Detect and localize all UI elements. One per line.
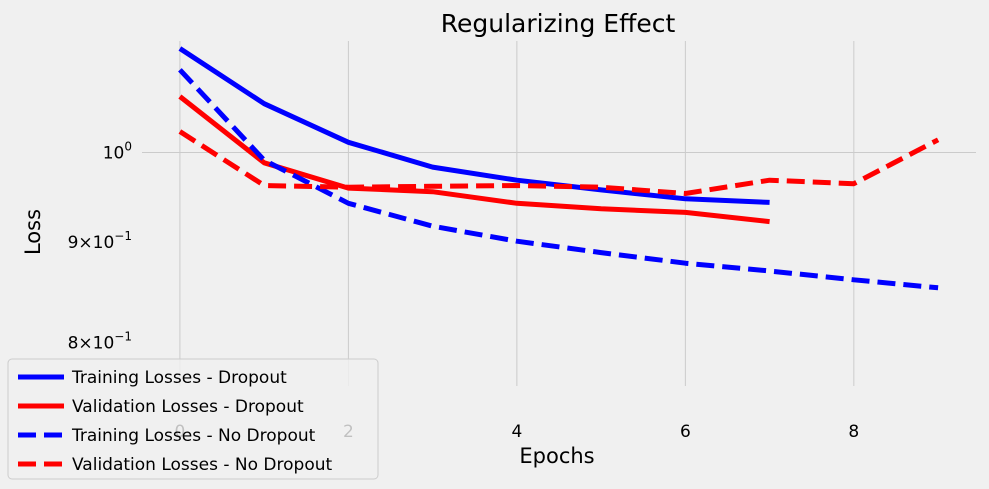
legend-label: Validation Losses - No Dropout (72, 455, 332, 475)
x-tick-label: 4 (511, 422, 522, 442)
series-line-3 (178, 68, 939, 291)
grid-lines (142, 41, 976, 386)
y-tick-label: 8×10−1 (68, 329, 132, 353)
legend-label: Training Losses - No Dropout (71, 426, 316, 446)
chart-title: Regularizing Effect (441, 9, 676, 38)
x-axis-label: Epochs (519, 444, 594, 468)
legend-label: Training Losses - Dropout (71, 368, 287, 388)
y-axis-label: Loss (21, 209, 45, 255)
x-tick-label: 8 (848, 422, 859, 442)
series-line-1 (178, 46, 770, 205)
legend-box (7, 358, 379, 480)
x-tick-label: 6 (680, 422, 691, 442)
y-tick-label: 100 (103, 139, 132, 163)
series-lines (178, 46, 940, 291)
plot-area (142, 41, 976, 386)
legend-label: Validation Losses - Dropout (72, 397, 304, 417)
series-line-4 (178, 129, 940, 196)
legend: Training Losses - Dropout Validation Loss… (7, 358, 379, 480)
y-tick-label: 9×10−1 (68, 229, 132, 253)
